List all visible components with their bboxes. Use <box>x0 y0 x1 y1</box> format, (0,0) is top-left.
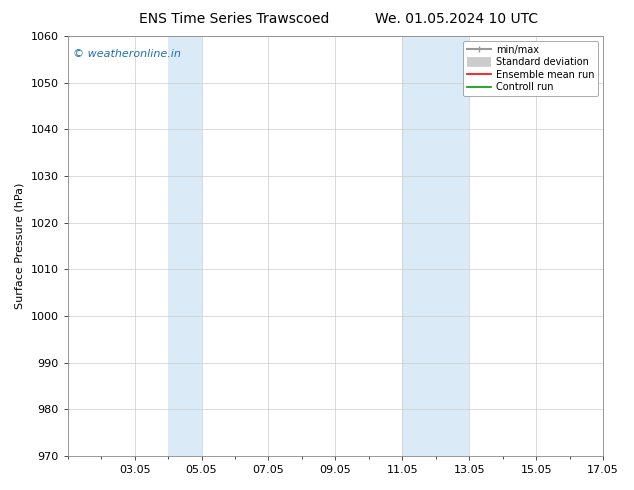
Legend: min/max, Standard deviation, Ensemble mean run, Controll run: min/max, Standard deviation, Ensemble me… <box>463 41 598 96</box>
Text: © weatheronline.in: © weatheronline.in <box>73 49 181 59</box>
Y-axis label: Surface Pressure (hPa): Surface Pressure (hPa) <box>15 183 25 309</box>
Text: We. 01.05.2024 10 UTC: We. 01.05.2024 10 UTC <box>375 12 538 26</box>
Bar <box>403 36 469 456</box>
Bar <box>168 36 202 456</box>
Text: ENS Time Series Trawscoed: ENS Time Series Trawscoed <box>139 12 330 26</box>
